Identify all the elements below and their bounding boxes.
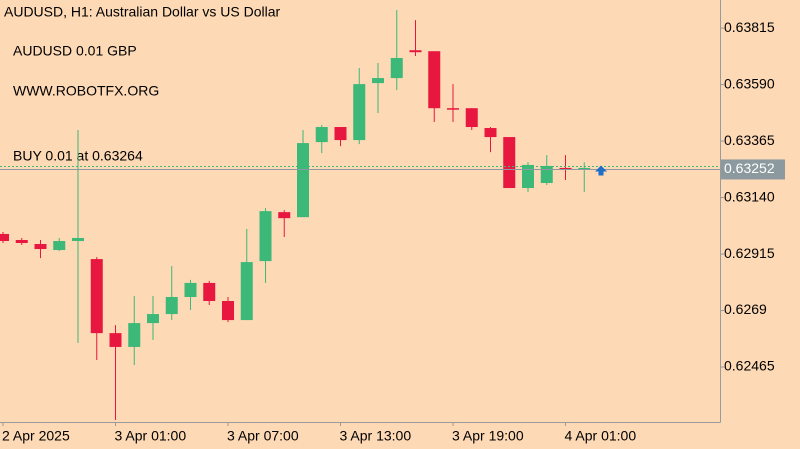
candle-body: [278, 212, 291, 219]
candle-body: [109, 333, 122, 347]
candle-body: [409, 50, 422, 53]
x-tick-label: 3 Apr 13:00: [340, 428, 412, 444]
x-tick-label: 3 Apr 01:00: [115, 428, 187, 444]
candle-body: [390, 57, 403, 79]
y-tick-label: 0.62465: [724, 358, 775, 374]
x-tick-label: 4 Apr 01:00: [565, 428, 637, 444]
annotation: AUDUSD 0.01 GBP: [13, 43, 137, 59]
annotation: WWW.ROBOTFX.ORG: [13, 83, 159, 99]
y-tick-label: 0.62915: [724, 245, 775, 261]
y-tick-label: 0.63140: [724, 188, 775, 204]
candle-body: [484, 128, 497, 138]
candle-body: [15, 239, 28, 244]
candle-body: [222, 300, 234, 321]
y-tick-label: 0.63365: [724, 132, 775, 148]
x-tick-label: 3 Apr 07:00: [227, 428, 299, 444]
y-tick-label: 0.63590: [724, 75, 775, 91]
y-tick-label: 0.63815: [724, 19, 775, 35]
candle-body: [447, 108, 459, 110]
candle-body: [0, 233, 9, 241]
x-tick-label: 3 Apr 19:00: [452, 428, 524, 444]
candle-body: [559, 167, 572, 170]
candle-body: [428, 51, 441, 109]
candle-body: [353, 84, 366, 141]
candle-body: [203, 282, 216, 301]
candle-body: [53, 240, 66, 251]
candle-body: [240, 262, 253, 321]
buy-arrow: [595, 165, 607, 176]
candle-body: [90, 259, 103, 334]
y-tick-label: 0.6269: [724, 301, 767, 317]
price-label: 0.63252: [724, 160, 775, 176]
candle-body: [72, 237, 84, 241]
candle-body: [372, 78, 384, 84]
candle-body: [465, 108, 478, 128]
candle-body: [184, 282, 197, 297]
candle-body: [34, 244, 47, 250]
candle-body: [522, 164, 534, 189]
candle-body: [334, 127, 347, 141]
candle-body: [147, 314, 159, 324]
candle-body: [297, 143, 309, 218]
x-tick-label: 2 Apr 2025: [2, 428, 70, 444]
candle-body: [315, 127, 328, 143]
candle-body: [503, 137, 516, 189]
chart-title: AUDUSD, H1: Australian Dollar vs US Doll…: [4, 4, 281, 20]
price-label-bg: [721, 159, 785, 180]
candle-body: [165, 296, 178, 315]
candle-body: [578, 167, 591, 170]
candle-body: [540, 165, 553, 184]
candle-body: [259, 211, 272, 262]
candle-body: [128, 323, 141, 347]
